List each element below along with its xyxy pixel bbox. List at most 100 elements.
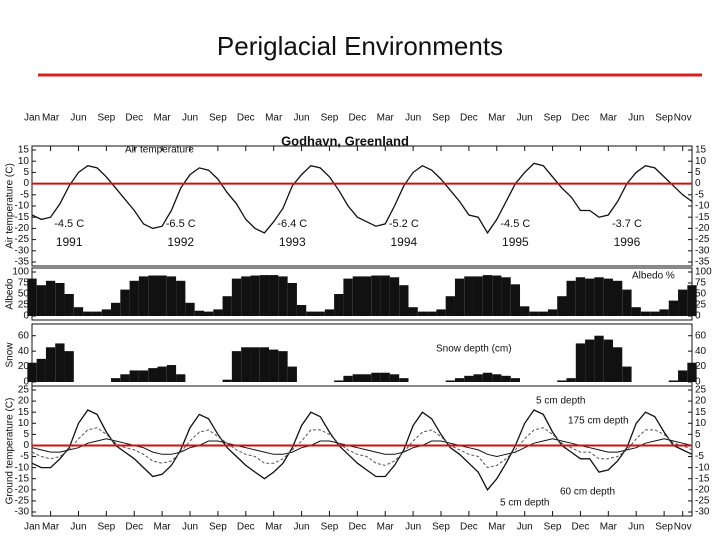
year-label: 1991 xyxy=(56,235,83,249)
bar xyxy=(138,276,149,316)
y-tick-label: 0 xyxy=(23,377,29,388)
y-tick-label: 0 xyxy=(23,440,29,451)
y-tick-label-right: 25 xyxy=(695,385,707,396)
y-tick-label-right: -5 xyxy=(695,451,704,462)
bar xyxy=(417,311,428,316)
y-tick-label-right: 75 xyxy=(695,278,707,289)
y-tick-label: 25 xyxy=(18,385,30,396)
bar xyxy=(324,309,335,316)
x-tick-label: Dec xyxy=(572,522,590,533)
bar xyxy=(157,366,167,382)
bar xyxy=(55,283,65,316)
x-tick-label: Sep xyxy=(432,113,450,124)
bar xyxy=(678,370,688,382)
bar xyxy=(380,372,390,382)
x-tick-label: Jun xyxy=(517,522,533,533)
y-tick-label: 20 xyxy=(18,361,30,372)
bar xyxy=(678,289,688,316)
bar xyxy=(603,278,613,316)
y-tick-label: 0 xyxy=(23,178,29,189)
x-tick-label: Dec xyxy=(460,522,478,533)
bar xyxy=(343,375,353,382)
bar xyxy=(120,374,130,382)
y-tick-label: 10 xyxy=(18,418,30,429)
y-tick-label: -15 xyxy=(15,473,30,484)
bar xyxy=(111,378,121,382)
y-tick-label: 10 xyxy=(18,156,30,167)
x-tick-label: Sep xyxy=(209,522,227,533)
bar xyxy=(334,294,344,316)
bar xyxy=(408,307,418,316)
bar xyxy=(445,296,455,316)
x-tick-label: Jun xyxy=(405,522,421,533)
bar xyxy=(520,306,530,316)
bar xyxy=(213,309,223,316)
bar xyxy=(454,278,465,316)
x-tick-label: Nov xyxy=(674,113,692,124)
bar xyxy=(650,311,660,316)
bar xyxy=(222,296,232,316)
y-tick-label-right: -10 xyxy=(695,201,710,212)
x-tick-label: Sep xyxy=(209,113,227,124)
x-tick-label: Mar xyxy=(42,113,60,124)
mean-label: -6.5 C xyxy=(166,218,196,230)
x-tick-label: Dec xyxy=(125,522,143,533)
bar xyxy=(612,347,623,382)
mean-label: -4.5 C xyxy=(54,218,84,230)
bar xyxy=(250,347,260,382)
y-tick-label: 60 xyxy=(18,330,30,341)
series-label: 5 cm depth xyxy=(536,396,585,407)
bar xyxy=(269,275,279,316)
x-tick-label: Mar xyxy=(377,113,395,124)
bar xyxy=(166,365,177,382)
bar xyxy=(231,351,242,382)
bar xyxy=(287,283,297,316)
y-tick-label: -30 xyxy=(15,245,30,256)
y-tick-label-right: 10 xyxy=(695,418,707,429)
y-tick-label-right: -15 xyxy=(695,473,710,484)
bar xyxy=(547,309,558,316)
y-tick-label-right: -25 xyxy=(695,496,710,507)
y-tick-label-right: 40 xyxy=(695,346,707,357)
x-tick-label: Mar xyxy=(377,522,395,533)
year-label: 1996 xyxy=(614,235,641,249)
year-label: 1992 xyxy=(167,235,194,249)
y-tick-label: 40 xyxy=(18,346,30,357)
y-tick-label-right: -25 xyxy=(695,234,710,245)
bar xyxy=(436,309,446,316)
bar xyxy=(362,276,372,316)
bar xyxy=(371,275,381,316)
bar xyxy=(473,374,483,382)
bar xyxy=(222,379,232,382)
x-tick-label: Sep xyxy=(655,522,673,533)
x-tick-label: Sep xyxy=(97,522,115,533)
year-label: 1995 xyxy=(502,235,529,249)
bar xyxy=(129,370,139,382)
x-tick-label: Jun xyxy=(70,522,86,533)
y-tick-label: 15 xyxy=(18,145,30,156)
bar xyxy=(45,280,56,316)
x-tick-label: Jan xyxy=(24,522,40,533)
bar xyxy=(27,362,37,382)
x-tick-label: Sep xyxy=(321,522,339,533)
x-tick-label: Dec xyxy=(348,522,366,533)
bar xyxy=(380,275,390,316)
bar xyxy=(594,277,604,316)
y-tick-label-right: 0 xyxy=(695,178,701,189)
bar xyxy=(278,351,288,382)
x-tick-label: Jun xyxy=(517,113,533,124)
bar xyxy=(464,375,474,382)
bar xyxy=(101,309,112,316)
bar xyxy=(352,374,362,382)
x-tick-label: Mar xyxy=(488,113,506,124)
y-tick-label-right: -10 xyxy=(695,462,710,473)
bar xyxy=(687,285,697,316)
y-tick-label-right: 50 xyxy=(695,289,707,300)
bar xyxy=(594,335,604,382)
bar xyxy=(399,285,409,316)
bar xyxy=(427,311,437,316)
y-tick-label: -25 xyxy=(15,496,30,507)
bar xyxy=(631,307,641,316)
bar xyxy=(668,300,679,316)
